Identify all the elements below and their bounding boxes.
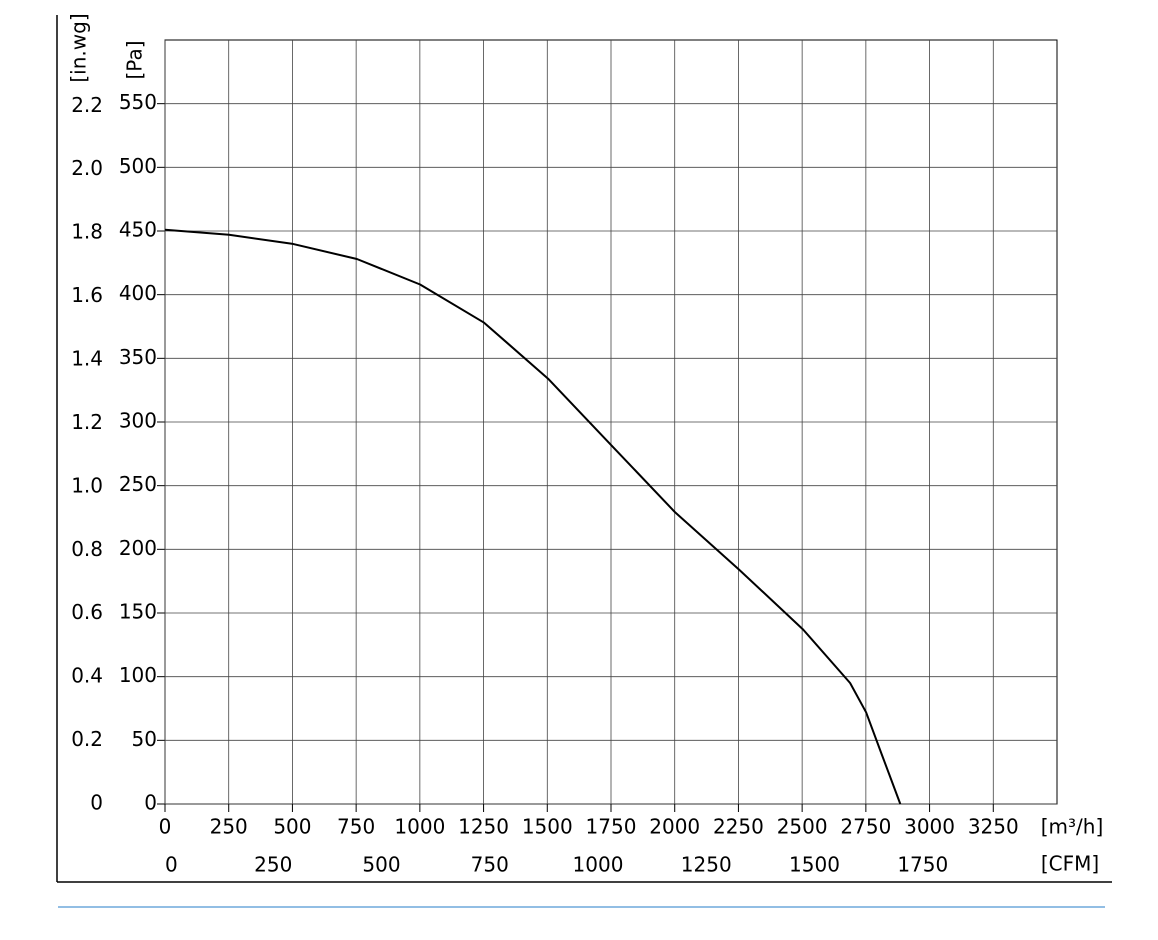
y2-tick-label: 0.2	[71, 727, 103, 751]
curve	[164, 228, 902, 805]
x-tick-label: 1500	[522, 815, 573, 839]
y-tick-label: 300	[119, 409, 157, 433]
x2-tick-label: 0	[165, 853, 178, 877]
x-tick-label: 2500	[777, 815, 828, 839]
y2-tick-label: 2.2	[71, 93, 103, 117]
x2-tick-label: 1000	[573, 853, 624, 877]
x-tick-label: 2250	[713, 815, 764, 839]
y-tick-label: 350	[119, 345, 157, 369]
x-tick-label: 0	[159, 815, 172, 839]
x2-tick-label: 1250	[681, 853, 732, 877]
x-label: [m³/h]	[1041, 815, 1104, 839]
x2-tick-label: 1500	[789, 853, 840, 877]
y-tick-label: 150	[119, 600, 157, 624]
x2-tick-label: 250	[254, 853, 292, 877]
x-tick-label: 250	[210, 815, 248, 839]
x-tick-label: 1750	[586, 815, 637, 839]
x-tick-label: 3250	[968, 815, 1019, 839]
y-tick-label: 400	[119, 281, 157, 305]
x2-label: [CFM]	[1041, 852, 1099, 876]
y-tick-label: 500	[119, 154, 157, 178]
x-tick-label: 1000	[394, 815, 445, 839]
y-label: [Pa]	[123, 40, 147, 79]
y2-tick-label: 1.6	[71, 283, 103, 307]
x2-tick-label: 500	[362, 853, 400, 877]
y-tick-label: 550	[119, 90, 157, 114]
y2-tick-label: 1.4	[71, 346, 103, 370]
y-tick-label: 50	[132, 727, 157, 751]
x-tick-label: 2000	[649, 815, 700, 839]
y2-tick-label: 0	[90, 791, 103, 815]
y2-tick-label: 1.8	[71, 220, 103, 244]
y2-tick-label: 1.0	[71, 473, 103, 497]
y2-tick-label: 0.6	[71, 600, 103, 624]
y-tick-label: 100	[119, 663, 157, 687]
x-tick-label: 1250	[458, 815, 509, 839]
x-tick-label: 750	[337, 815, 375, 839]
y-tick-label: 250	[119, 472, 157, 496]
x2-tick-label: 1750	[897, 853, 948, 877]
y2-label: [in.wg]	[67, 13, 91, 82]
x-tick-label: 2750	[840, 815, 891, 839]
y-tick-label: 0	[144, 791, 157, 815]
x-tick-label: 3000	[904, 815, 955, 839]
y2-tick-label: 0.4	[71, 664, 103, 688]
y2-tick-label: 0.8	[71, 537, 103, 561]
y2-tick-label: 1.2	[71, 410, 103, 434]
y-tick-label: 450	[119, 218, 157, 242]
x2-tick-label: 750	[471, 853, 509, 877]
x-tick-label: 500	[273, 815, 311, 839]
y2-tick-label: 2.0	[71, 156, 103, 180]
y-tick-label: 200	[119, 536, 157, 560]
